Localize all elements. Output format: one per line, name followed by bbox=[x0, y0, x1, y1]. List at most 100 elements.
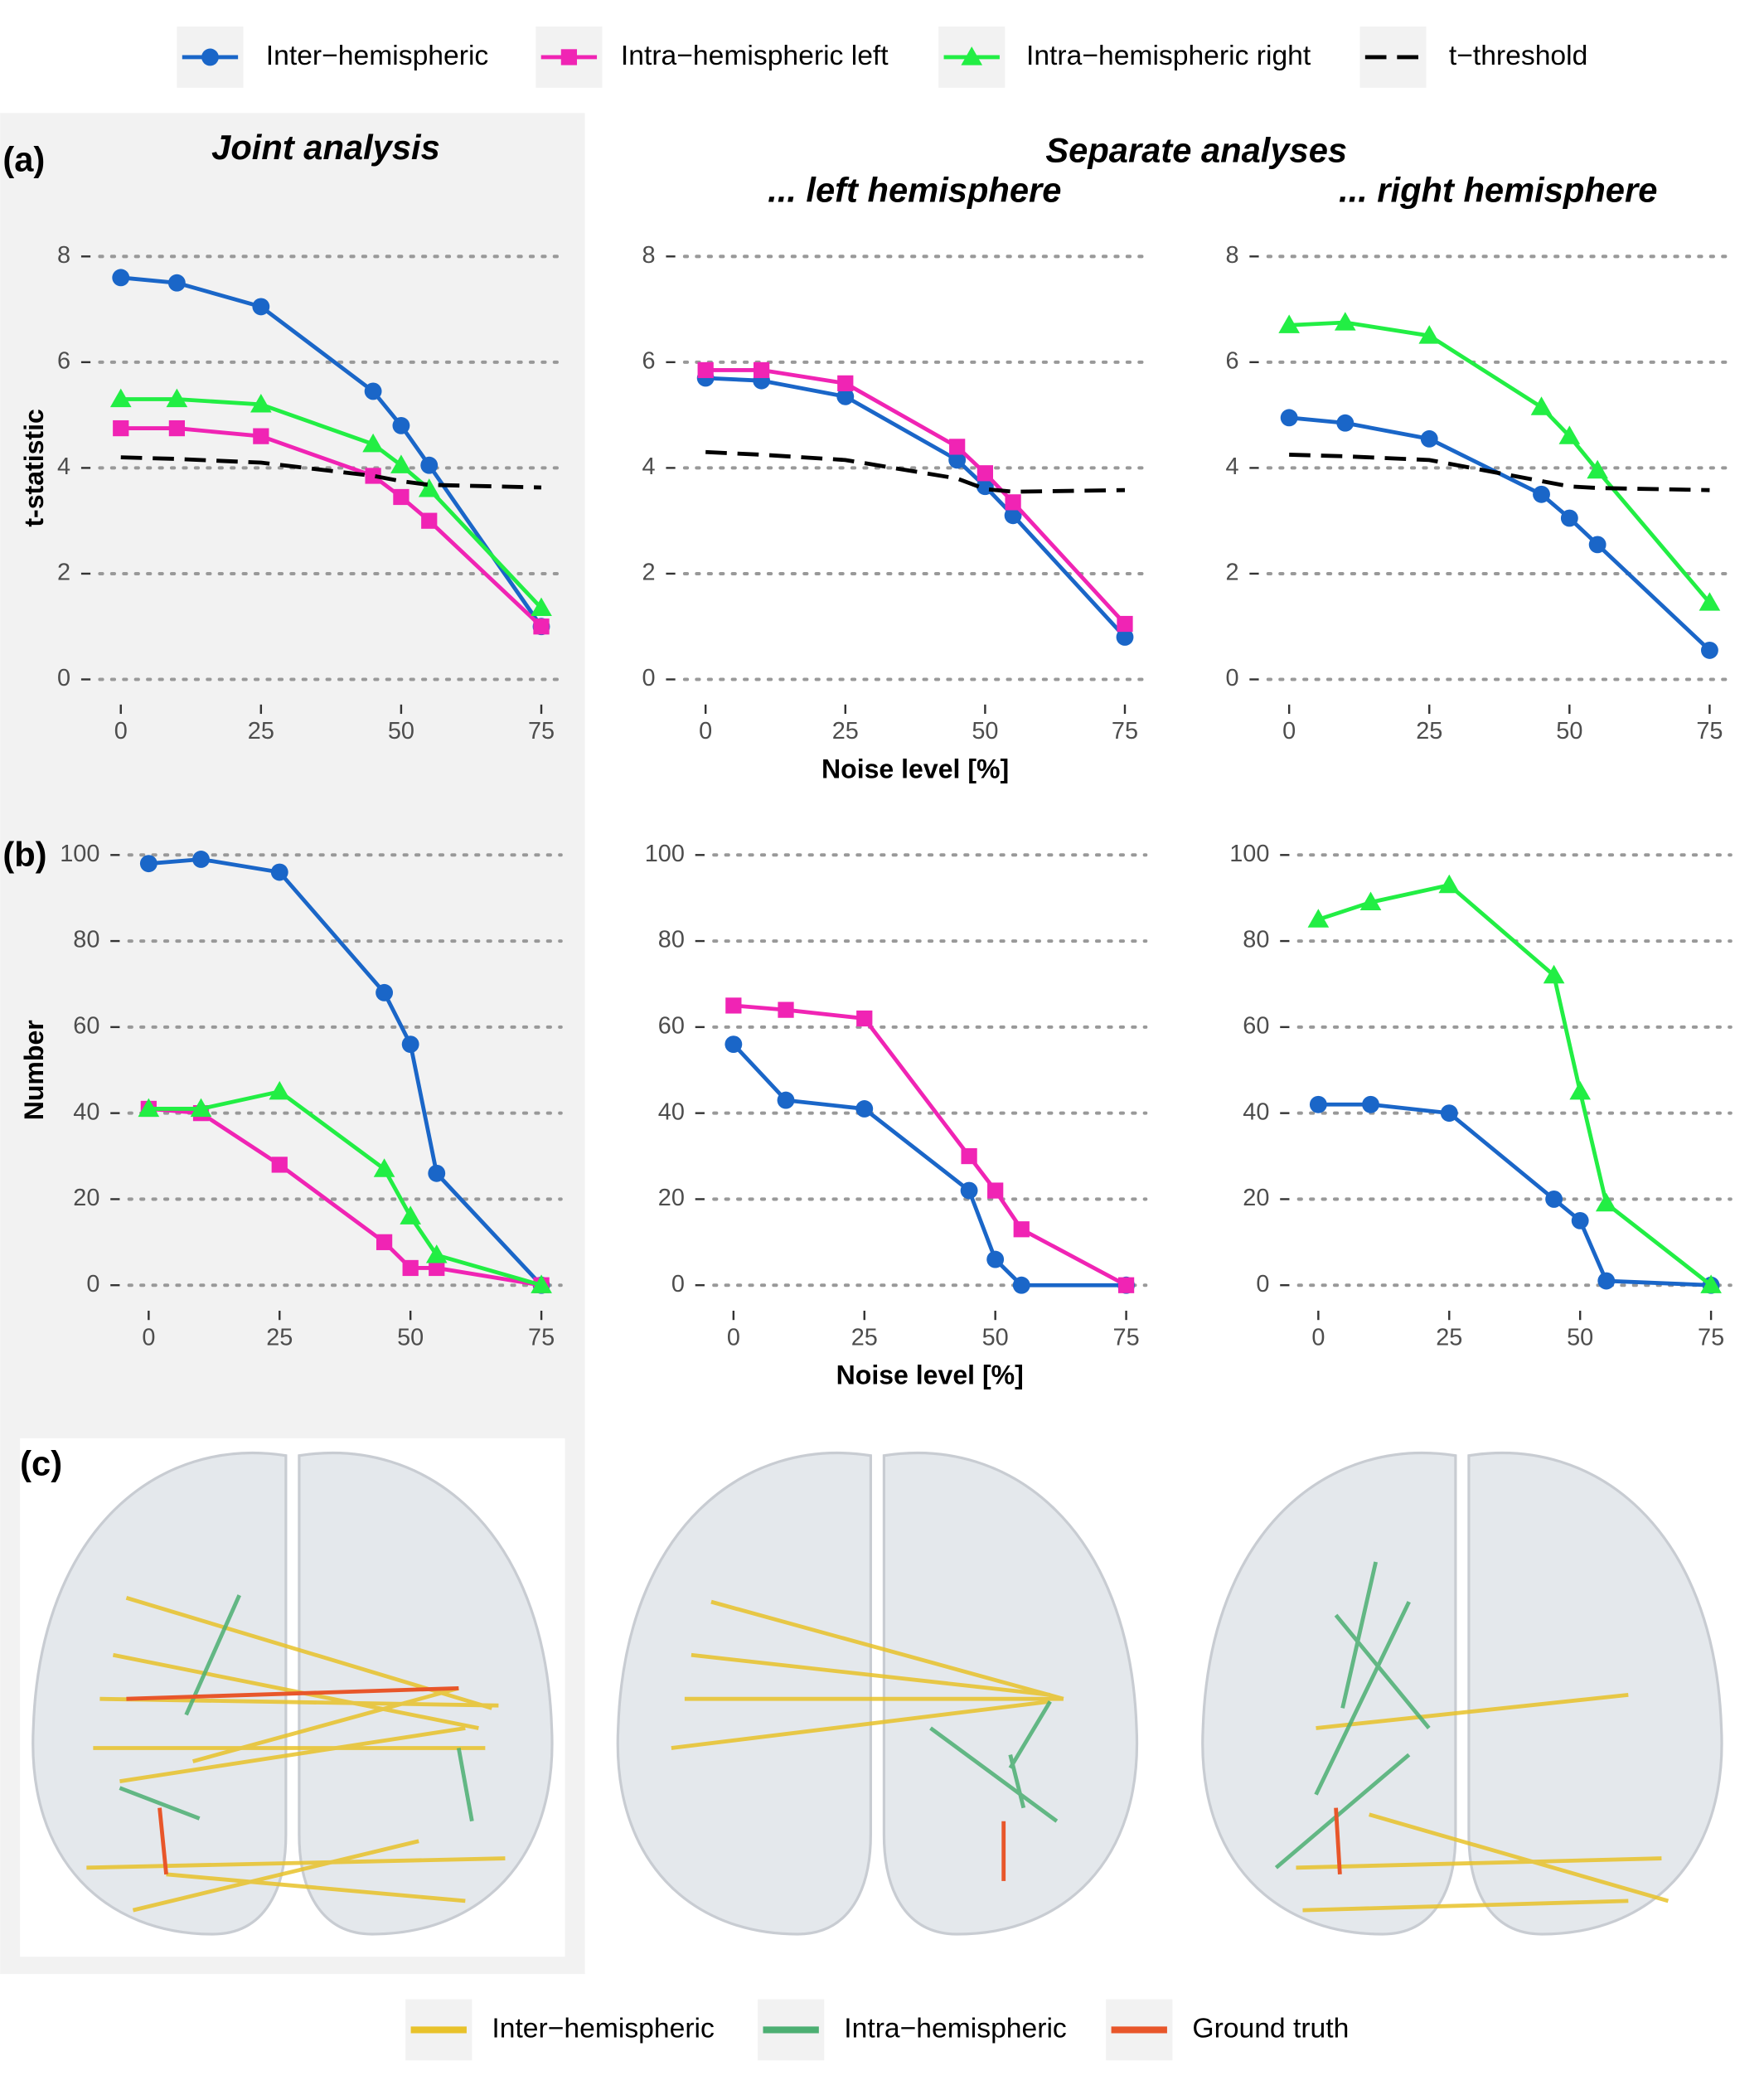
y-tick-label: 4 bbox=[1225, 453, 1238, 480]
marker bbox=[270, 863, 288, 881]
legend-label: Ground truth bbox=[1192, 2013, 1349, 2044]
y-tick-label: 20 bbox=[73, 1185, 99, 1211]
marker bbox=[949, 439, 966, 455]
y-tick-label: 2 bbox=[57, 560, 70, 586]
marker bbox=[428, 1164, 446, 1182]
marker bbox=[400, 1205, 421, 1225]
x-tick-label: 0 bbox=[142, 1324, 155, 1351]
y-tick-label: 8 bbox=[642, 242, 656, 269]
x-tick-label: 25 bbox=[1436, 1324, 1462, 1351]
marker bbox=[1595, 1192, 1617, 1212]
marker bbox=[420, 456, 439, 474]
x-tick-label: 50 bbox=[388, 718, 414, 744]
marker bbox=[1336, 414, 1354, 432]
marker bbox=[1359, 891, 1382, 910]
y-tick-label: 100 bbox=[1229, 841, 1269, 867]
marker bbox=[1701, 641, 1718, 659]
marker bbox=[390, 454, 412, 473]
marker bbox=[113, 419, 129, 437]
marker bbox=[365, 468, 381, 484]
x-tick-label: 50 bbox=[397, 1324, 424, 1351]
marker bbox=[1438, 874, 1461, 894]
marker bbox=[167, 274, 186, 292]
marker bbox=[168, 419, 186, 437]
marker bbox=[1012, 1276, 1030, 1294]
marker bbox=[1005, 494, 1021, 511]
y-tick-label: 60 bbox=[658, 1012, 685, 1039]
panel-title: Separate analyses bbox=[1045, 130, 1347, 169]
y-tick-label: 60 bbox=[73, 1012, 99, 1039]
threshold-line bbox=[1289, 453, 1710, 492]
x-tick-label: 25 bbox=[851, 1324, 878, 1351]
marker bbox=[837, 375, 854, 391]
y-tick-label: 0 bbox=[57, 665, 70, 691]
marker bbox=[190, 1098, 212, 1118]
marker bbox=[1533, 485, 1550, 503]
marker bbox=[1543, 964, 1565, 984]
x-tick-label: 50 bbox=[972, 718, 998, 744]
y-tick-label: 0 bbox=[1256, 1271, 1269, 1297]
marker bbox=[961, 1147, 977, 1165]
y-tick-label: 20 bbox=[658, 1185, 685, 1211]
x-tick-label: 25 bbox=[266, 1324, 293, 1351]
marker bbox=[393, 488, 410, 506]
y-tick-label: 80 bbox=[1243, 927, 1269, 953]
x-tick-label: 25 bbox=[832, 718, 859, 744]
x-tick-label: 75 bbox=[1112, 718, 1138, 744]
marker bbox=[252, 298, 270, 316]
marker bbox=[376, 983, 394, 1001]
y-tick-label: 6 bbox=[642, 347, 656, 374]
marker bbox=[376, 1234, 393, 1250]
marker bbox=[109, 388, 132, 408]
y-axis-label: t-statistic bbox=[19, 409, 49, 526]
line bbox=[732, 1042, 1127, 1288]
marker bbox=[961, 46, 983, 65]
marker bbox=[1004, 507, 1022, 525]
marker bbox=[425, 1244, 448, 1263]
line bbox=[1317, 883, 1713, 1288]
x-tick-label: 50 bbox=[1567, 1324, 1593, 1351]
marker bbox=[1013, 1221, 1030, 1238]
marker bbox=[987, 1182, 1004, 1199]
x-tick-label: 75 bbox=[528, 718, 555, 744]
threshold-line bbox=[705, 449, 1126, 494]
marker bbox=[1588, 536, 1606, 554]
marker bbox=[1440, 1104, 1458, 1123]
y-tick-label: 100 bbox=[60, 841, 99, 867]
panel-label: (c) bbox=[20, 1444, 62, 1483]
marker bbox=[373, 1158, 395, 1177]
marker bbox=[1117, 615, 1133, 633]
x-tick-label: 25 bbox=[1416, 718, 1442, 744]
marker bbox=[560, 49, 578, 65]
x-tick-label: 0 bbox=[1311, 1324, 1325, 1351]
y-tick-label: 0 bbox=[671, 1271, 685, 1297]
marker bbox=[269, 1080, 291, 1100]
marker bbox=[1117, 1277, 1135, 1293]
marker bbox=[1278, 314, 1300, 333]
marker bbox=[1307, 909, 1330, 928]
y-axis-label: Number bbox=[19, 1020, 49, 1120]
brain-edges bbox=[119, 1561, 1431, 1869]
y-tick-label: 2 bbox=[1225, 560, 1238, 586]
marker bbox=[418, 478, 440, 497]
x-tick-label: 50 bbox=[1556, 718, 1582, 744]
marker bbox=[1545, 1191, 1563, 1208]
line bbox=[705, 368, 1127, 626]
marker bbox=[1418, 325, 1441, 344]
y-tick-label: 80 bbox=[658, 927, 685, 953]
y-tick-label: 0 bbox=[1225, 665, 1238, 691]
marker bbox=[1116, 628, 1134, 646]
y-tick-label: 100 bbox=[645, 841, 685, 867]
brains bbox=[20, 1438, 1723, 1957]
marker bbox=[531, 597, 552, 617]
marker bbox=[836, 387, 855, 405]
y-tick-label: 0 bbox=[642, 665, 656, 691]
marker bbox=[986, 1250, 1005, 1268]
marker bbox=[139, 855, 158, 873]
marker bbox=[1597, 1272, 1616, 1290]
x-tick-label: 0 bbox=[727, 1324, 740, 1351]
marker bbox=[1700, 1274, 1722, 1293]
x-tick-label: 75 bbox=[1696, 718, 1723, 744]
legend-label: Intra−hemispheric right bbox=[1026, 41, 1311, 71]
legend-label: t−threshold bbox=[1449, 41, 1587, 71]
